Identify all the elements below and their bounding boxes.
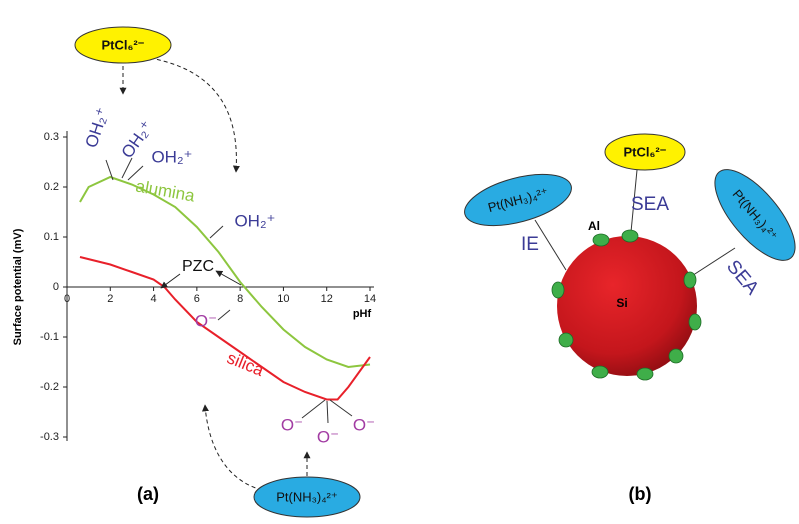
- method-label: IE: [521, 234, 539, 255]
- curve: [80, 257, 370, 400]
- panel-label: (a): [137, 484, 159, 504]
- y-tick-label: 0.1: [44, 231, 59, 243]
- figure: 0.3 0.2 0.1 0 -0.1 -0.2 -0.3 0 2 4 6 8 10 12 14 pHf Surf…: [0, 0, 799, 524]
- connector: [210, 226, 223, 238]
- annotation: O⁻: [281, 415, 303, 434]
- x-tick-label: 8: [237, 293, 243, 305]
- annotation: O⁻: [195, 311, 217, 330]
- annotation: PZC: [182, 258, 214, 275]
- dashed-arrow: [205, 405, 262, 490]
- panel-label: (b): [629, 484, 652, 504]
- sphere-label: Si: [616, 296, 627, 310]
- annotation: PtCl₆²⁻: [101, 37, 144, 52]
- y-tick-label: 0.2: [44, 181, 59, 193]
- annotation: Pt(NH₃)₄²⁺: [276, 489, 338, 504]
- y-axis-label: Surface potential (mV): [12, 228, 24, 345]
- diagram-panel-b: PtCl₆²⁻SEAPt(NH₃)₄²⁺IEPt(NH₃)₄²⁺SEAAlSi(…: [459, 134, 799, 504]
- y-tick-label: -0.1: [40, 331, 59, 343]
- site-label: Al: [588, 219, 600, 233]
- x-tick-label: 4: [151, 293, 157, 305]
- x-tick-label: 12: [321, 293, 333, 305]
- connector: [302, 400, 325, 418]
- x-axis-label: pHf: [353, 308, 372, 320]
- connector: [218, 310, 230, 320]
- y-tick-label: 0.3: [44, 131, 59, 143]
- chart-panel-a: 0.3 0.2 0.1 0 -0.1 -0.2 -0.3 0 2 4 6 8 10 12 14 pHf Surf…: [12, 27, 376, 517]
- x-tick-label: 0: [64, 293, 70, 305]
- method-label: SEA: [722, 256, 763, 299]
- y-tick-label: -0.3: [40, 431, 59, 443]
- y-tick-label: 0: [53, 281, 59, 293]
- annotation: OH₂⁺: [82, 105, 113, 150]
- pzc-arrow: [161, 274, 180, 288]
- connector: [327, 401, 328, 423]
- annotation: O⁻: [317, 427, 339, 446]
- method-label: SEA: [631, 194, 669, 215]
- x-tick-label: 2: [107, 293, 113, 305]
- connector: [330, 400, 352, 416]
- annotation: O⁻: [353, 415, 375, 434]
- curve-label: silica: [224, 348, 267, 380]
- x-tick-label: 10: [277, 293, 289, 305]
- annotation: OH₂⁺: [234, 211, 275, 230]
- annotation: OH₂⁺: [151, 147, 192, 166]
- ion-label: PtCl₆²⁻: [623, 144, 666, 159]
- y-tick-label: -0.2: [40, 381, 59, 393]
- x-tick-label: 14: [364, 293, 376, 305]
- x-tick-label: 6: [194, 293, 200, 305]
- curve: [80, 177, 370, 367]
- connector: [535, 220, 566, 270]
